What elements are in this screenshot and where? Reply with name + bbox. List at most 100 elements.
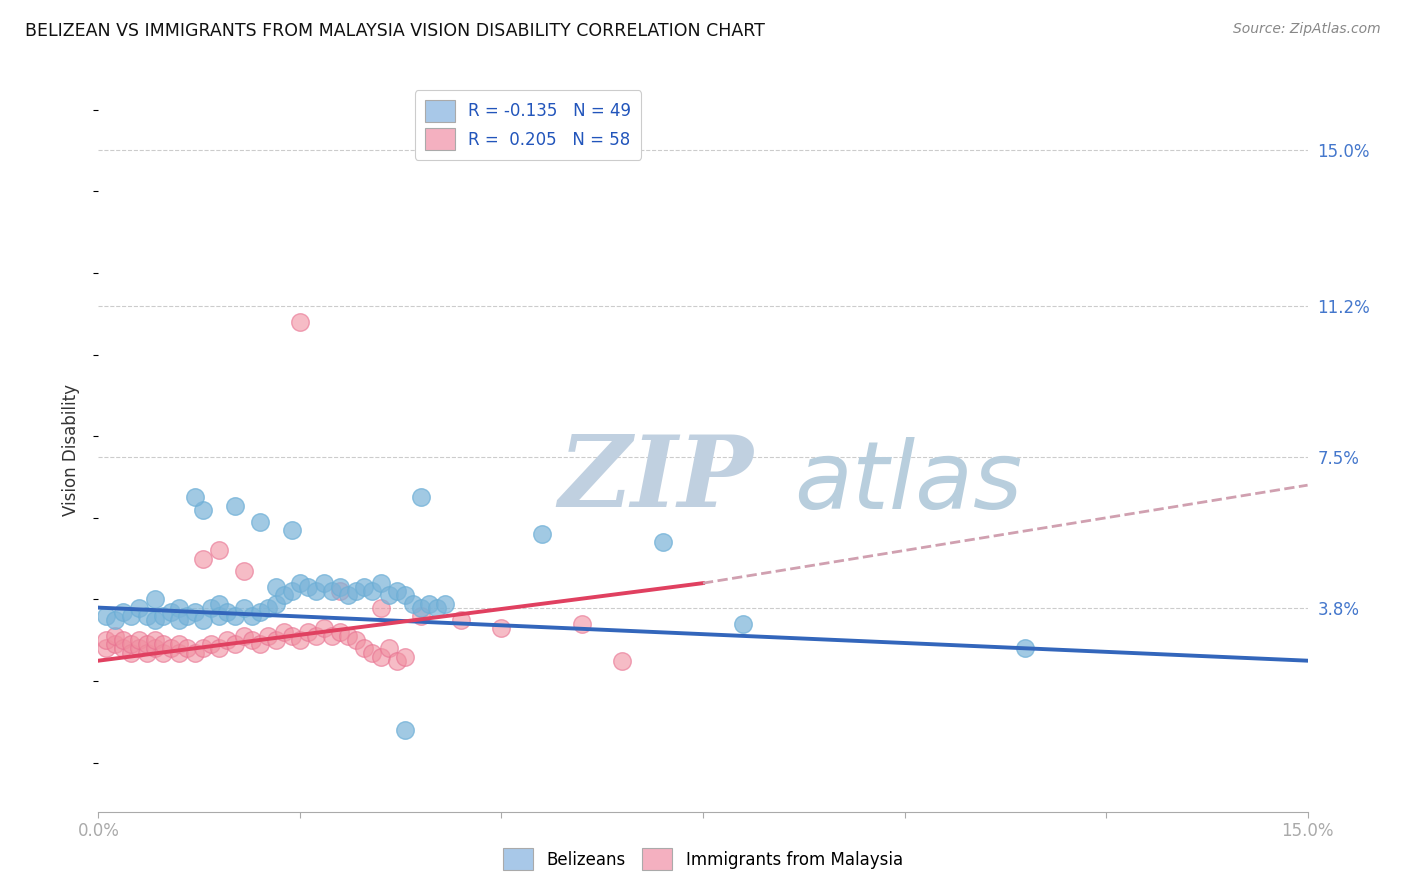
Text: ZIP: ZIP [558, 431, 752, 527]
Point [612, 654, 634, 668]
Point [491, 621, 513, 635]
Point [96, 641, 118, 656]
Point [288, 576, 311, 591]
Point [120, 646, 142, 660]
Point [167, 646, 190, 660]
Point [361, 646, 384, 660]
Point [281, 523, 304, 537]
Point [193, 502, 215, 516]
Point [733, 616, 755, 631]
Point [1014, 641, 1036, 656]
Point [377, 588, 399, 602]
Point [193, 641, 215, 656]
Point [297, 625, 319, 640]
Point [208, 641, 231, 656]
Point [305, 629, 328, 643]
Point [232, 629, 254, 643]
Point [176, 608, 198, 623]
Point [385, 584, 408, 599]
Point [111, 605, 134, 619]
Point [143, 641, 166, 656]
Point [249, 515, 271, 529]
Point [361, 584, 384, 599]
Point [224, 608, 246, 623]
Point [288, 633, 311, 648]
Point [103, 613, 125, 627]
Point [394, 723, 416, 737]
Point [377, 641, 399, 656]
Point [103, 637, 125, 651]
Point [224, 499, 246, 513]
Text: BELIZEAN VS IMMIGRANTS FROM MALAYSIA VISION DISABILITY CORRELATION CHART: BELIZEAN VS IMMIGRANTS FROM MALAYSIA VIS… [25, 22, 765, 40]
Point [111, 633, 134, 648]
Point [353, 580, 375, 594]
Point [160, 641, 183, 656]
Point [208, 543, 231, 558]
Point [143, 613, 166, 627]
Point [256, 600, 278, 615]
Point [135, 637, 157, 651]
Point [167, 600, 190, 615]
Point [143, 592, 166, 607]
Point [337, 588, 360, 602]
Point [321, 584, 343, 599]
Point [128, 641, 150, 656]
Point [256, 629, 278, 643]
Point [370, 600, 392, 615]
Point [273, 588, 295, 602]
Point [394, 649, 416, 664]
Point [217, 633, 239, 648]
Point [370, 649, 392, 664]
Point [152, 646, 174, 660]
Point [193, 613, 215, 627]
Point [409, 491, 432, 505]
Point [135, 646, 157, 660]
Point [571, 616, 593, 631]
Point [337, 629, 360, 643]
Point [111, 641, 134, 656]
Point [450, 613, 472, 627]
Text: Source: ZipAtlas.com: Source: ZipAtlas.com [1233, 22, 1381, 37]
Point [249, 637, 271, 651]
Legend: Belizeans, Immigrants from Malaysia: Belizeans, Immigrants from Malaysia [496, 842, 910, 877]
Y-axis label: Vision Disability: Vision Disability [62, 384, 80, 516]
Point [152, 637, 174, 651]
Point [193, 551, 215, 566]
Point [200, 600, 222, 615]
Point [240, 608, 263, 623]
Legend: R = -0.135   N = 49, R =  0.205   N = 58: R = -0.135 N = 49, R = 0.205 N = 58 [415, 90, 641, 160]
Point [530, 527, 553, 541]
Point [353, 641, 375, 656]
Point [651, 535, 673, 549]
Point [217, 605, 239, 619]
Point [232, 564, 254, 578]
Point [160, 605, 183, 619]
Point [409, 600, 432, 615]
Point [224, 637, 246, 651]
Point [249, 605, 271, 619]
Point [184, 646, 207, 660]
Point [344, 584, 367, 599]
Text: atlas: atlas [793, 437, 1022, 528]
Point [128, 633, 150, 648]
Point [176, 641, 198, 656]
Point [167, 613, 190, 627]
Point [281, 584, 304, 599]
Point [208, 597, 231, 611]
Point [409, 608, 432, 623]
Point [264, 580, 287, 594]
Point [329, 625, 352, 640]
Point [120, 637, 142, 651]
Point [385, 654, 408, 668]
Point [305, 584, 328, 599]
Point [240, 633, 263, 648]
Point [264, 597, 287, 611]
Point [143, 633, 166, 648]
Point [314, 576, 336, 591]
Point [329, 580, 352, 594]
Point [135, 608, 157, 623]
Point [184, 491, 207, 505]
Point [281, 629, 304, 643]
Point [200, 637, 222, 651]
Point [344, 633, 367, 648]
